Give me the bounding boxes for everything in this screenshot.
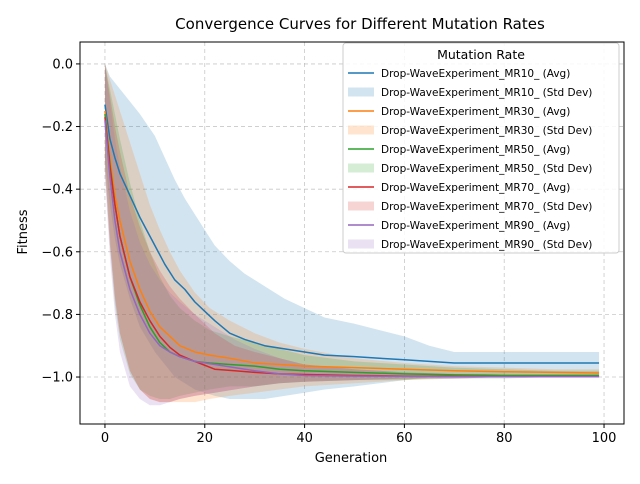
legend-label-std-drop-waveexperiment-mr50: Drop-WaveExperiment_MR50_ (Std Dev) [381, 163, 592, 175]
x-tick-label: 100 [592, 431, 617, 446]
x-tick-label: 20 [196, 431, 213, 446]
legend-label-avg-drop-waveexperiment-mr30: Drop-WaveExperiment_MR30_ (Avg) [381, 106, 570, 118]
std-dev-band-drop-waveexperiment-mr70 [104, 63, 600, 403]
std-dev-band-drop-waveexperiment-mr90 [104, 63, 600, 406]
avg-line-drop-waveexperiment-mr30 [104, 110, 600, 374]
legend-label-avg-drop-waveexperiment-mr50: Drop-WaveExperiment_MR50_ (Avg) [381, 144, 570, 156]
avg-lines [104, 104, 600, 378]
legend-label-avg-drop-waveexperiment-mr10: Drop-WaveExperiment_MR10_ (Avg) [381, 68, 570, 80]
legend-swatch-std-drop-waveexperiment-mr50 [348, 163, 374, 173]
legend-swatch-std-drop-waveexperiment-mr10 [348, 87, 374, 97]
legend-swatch-std-drop-waveexperiment-mr90 [348, 239, 374, 249]
x-tick-label: 0 [101, 431, 109, 446]
avg-line-drop-waveexperiment-mr90 [104, 120, 600, 378]
y-tick-label: −0.6 [41, 245, 73, 260]
y-tick-label: 0.0 [52, 57, 73, 72]
legend-label-std-drop-waveexperiment-mr90: Drop-WaveExperiment_MR90_ (Std Dev) [381, 239, 592, 251]
avg-line-drop-waveexperiment-mr10 [104, 104, 600, 364]
legend: Mutation Rate Drop-WaveExperiment_MR10_ … [342, 42, 620, 254]
std-dev-band-drop-waveexperiment-mr50 [104, 63, 600, 399]
y-axis-label: Fitness [16, 209, 31, 254]
y-tick-label: −0.2 [41, 120, 73, 135]
legend-swatch-std-drop-waveexperiment-mr30 [348, 125, 374, 135]
legend-swatch-std-drop-waveexperiment-mr70 [348, 201, 374, 211]
legend-label-std-drop-waveexperiment-mr70: Drop-WaveExperiment_MR70_ (Std Dev) [381, 201, 592, 213]
legend-box [342, 42, 620, 254]
legend-title: Mutation Rate [437, 47, 525, 62]
x-axis-label: Generation [315, 451, 388, 466]
axes-frame [79, 41, 625, 425]
x-tick-label: 80 [496, 431, 513, 446]
std-dev-band-drop-waveexperiment-mr10 [104, 63, 600, 399]
y-tick-label: −1.0 [41, 371, 73, 386]
x-tick-label: 60 [396, 431, 413, 446]
tick-layer: 0 20 40 60 80 100 0.0 −0.2 −0.4 −0.6 −0.8 −1.0 [41, 57, 616, 446]
legend-label-std-drop-waveexperiment-mr10: Drop-WaveExperiment_MR10_ (Std Dev) [381, 87, 592, 99]
std-dev-bands [104, 63, 600, 406]
chart-title: Convergence Curves for Different Mutatio… [175, 15, 545, 33]
legend-label-avg-drop-waveexperiment-mr70: Drop-WaveExperiment_MR70_ (Avg) [381, 182, 570, 194]
legend-label-std-drop-waveexperiment-mr30: Drop-WaveExperiment_MR30_ (Std Dev) [381, 125, 592, 137]
y-tick-label: −0.8 [41, 308, 73, 323]
legend-label-avg-drop-waveexperiment-mr90: Drop-WaveExperiment_MR90_ (Avg) [381, 220, 570, 232]
y-tick-label: −0.4 [41, 183, 73, 198]
x-tick-label: 40 [296, 431, 313, 446]
std-dev-band-drop-waveexperiment-mr30 [104, 63, 600, 403]
